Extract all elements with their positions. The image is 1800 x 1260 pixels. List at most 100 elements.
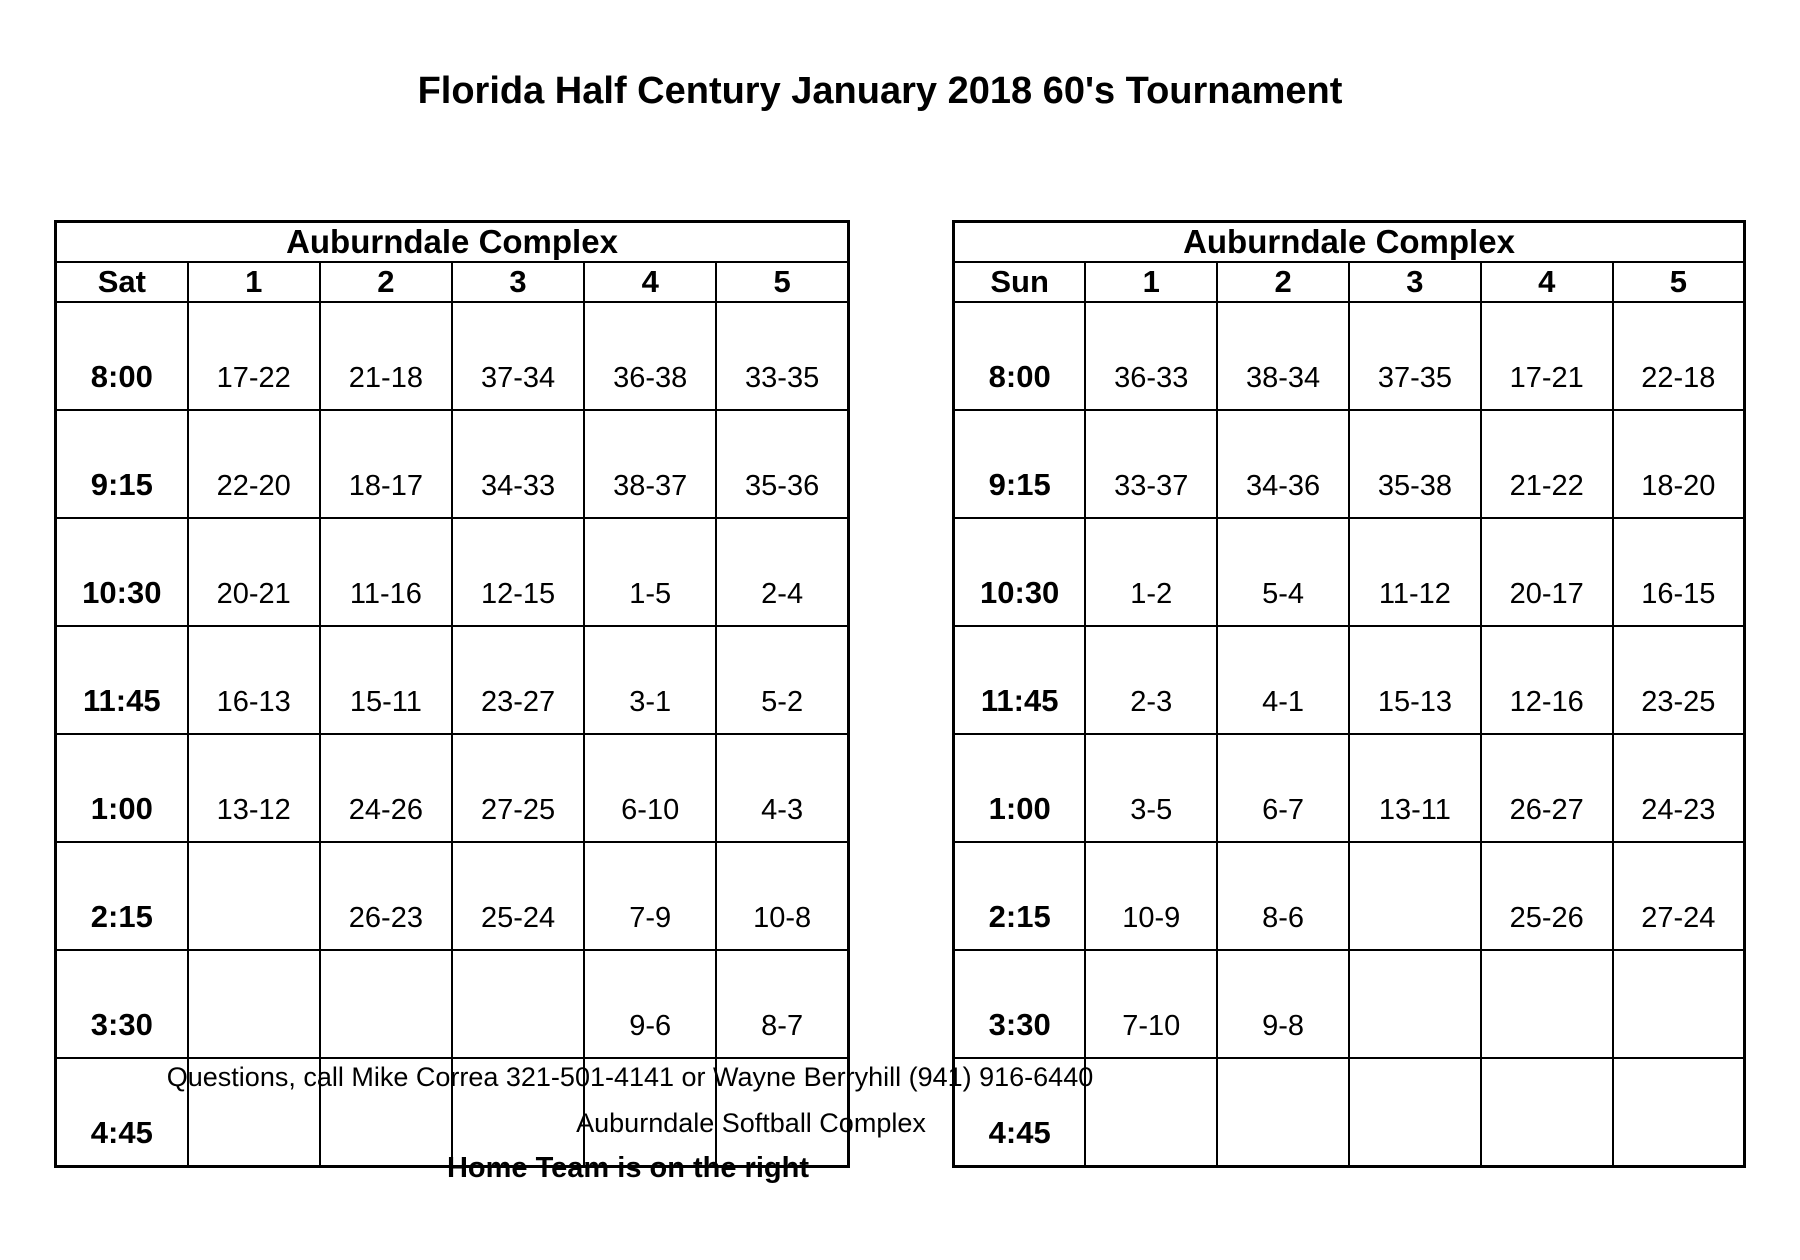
schedule-row: 10:30 20-21 11-16 12-15 1-5 2-4 (54, 517, 850, 627)
matchup-cell (1347, 1057, 1482, 1168)
sunday-schedule-table: Auburndale Complex Sun 1 2 3 4 5 8:00 36-… (952, 220, 1746, 1168)
matchup-cell (186, 1057, 321, 1168)
matchup-cell: 38-37 (583, 409, 718, 519)
matchup-cell: 6-7 (1216, 733, 1350, 843)
time-label: 8:00 (54, 301, 189, 411)
matchup-cell: 24-23 (1611, 733, 1746, 843)
matchup-cell: 33-35 (715, 301, 850, 411)
matchup-cell: 7-9 (583, 841, 718, 951)
field-header-2: 2 (1216, 261, 1350, 303)
matchup-cell: 4-1 (1216, 625, 1350, 735)
schedule-row: 8:00 17-22 21-18 37-34 36-38 33-35 (54, 301, 850, 411)
matchup-cell: 23-25 (1611, 625, 1746, 735)
matchup-cell: 25-26 (1479, 841, 1614, 951)
time-label: 1:00 (54, 733, 189, 843)
matchup-cell: 13-11 (1347, 733, 1482, 843)
matchup-cell: 12-15 (450, 517, 586, 627)
matchup-cell (1084, 1057, 1219, 1168)
field-header-2: 2 (318, 261, 453, 303)
matchup-cell: 21-18 (318, 301, 453, 411)
matchup-cell: 2-3 (1084, 625, 1219, 735)
time-label: 4:45 (952, 1057, 1087, 1168)
day-header: Sun (952, 261, 1087, 303)
schedule-row: 9:15 22-20 18-17 34-33 38-37 35-36 (54, 409, 850, 519)
complex-header-row: Auburndale Complex (952, 220, 1746, 263)
day-header: Sat (54, 261, 189, 303)
schedule-row: 3:30 7-10 9-8 (952, 949, 1746, 1059)
matchup-cell: 37-35 (1347, 301, 1482, 411)
matchup-cell: 22-20 (186, 409, 321, 519)
matchup-cell (318, 1057, 453, 1168)
matchup-cell (583, 1057, 718, 1168)
matchup-cell (318, 949, 453, 1059)
matchup-cell: 22-18 (1611, 301, 1746, 411)
field-header-1: 1 (1084, 261, 1219, 303)
contact-info: Questions, call Mike Correa 321-501-4141… (166, 1062, 1094, 1092)
field-header-4: 4 (583, 261, 718, 303)
matchup-cell (186, 949, 321, 1059)
matchup-cell: 34-36 (1216, 409, 1350, 519)
schedule-row: 11:45 2-3 4-1 15-13 12-16 23-25 (952, 625, 1746, 735)
column-header-row: Sat 1 2 3 4 5 (54, 261, 850, 303)
page-title: Florida Half Century January 2018 60's T… (417, 70, 1343, 112)
matchup-cell: 13-12 (186, 733, 321, 843)
matchup-cell (1611, 949, 1746, 1059)
matchup-cell: 20-21 (186, 517, 321, 627)
matchup-cell: 4-3 (715, 733, 850, 843)
time-label: 9:15 (54, 409, 189, 519)
field-header-4: 4 (1479, 261, 1614, 303)
home-team-note: Home Team is on the right (446, 1152, 809, 1184)
time-label: 9:15 (952, 409, 1087, 519)
schedule-row: 8:00 36-33 38-34 37-35 17-21 22-18 (952, 301, 1746, 411)
matchup-cell (186, 841, 321, 951)
matchup-cell: 3-1 (583, 625, 718, 735)
matchup-cell: 34-33 (450, 409, 586, 519)
matchup-cell: 21-22 (1479, 409, 1614, 519)
venue-name: Auburndale Softball Complex (576, 1108, 926, 1138)
matchup-cell: 5-2 (715, 625, 850, 735)
complex-header: Auburndale Complex (54, 220, 850, 263)
schedule-row: 1:00 13-12 24-26 27-25 6-10 4-3 (54, 733, 850, 843)
matchup-cell: 10-8 (715, 841, 850, 951)
matchup-cell: 16-13 (186, 625, 321, 735)
schedule-row: 3:30 9-6 8-7 (54, 949, 850, 1059)
matchup-cell: 35-38 (1347, 409, 1482, 519)
matchup-cell: 1-2 (1084, 517, 1219, 627)
matchup-cell: 9-8 (1216, 949, 1350, 1059)
matchup-cell: 12-16 (1479, 625, 1614, 735)
matchup-cell (1611, 1057, 1746, 1168)
field-header-3: 3 (450, 261, 586, 303)
time-label: 3:30 (54, 949, 189, 1059)
column-header-row: Sun 1 2 3 4 5 (952, 261, 1746, 303)
sunday-schedule: Auburndale Complex Sun 1 2 3 4 5 8:00 36-… (952, 220, 1746, 1168)
matchup-cell: 26-27 (1479, 733, 1614, 843)
matchup-cell: 24-26 (318, 733, 453, 843)
schedule-row: 2:15 26-23 25-24 7-9 10-8 (54, 841, 850, 951)
saturday-schedule: Auburndale Complex Sat 1 2 3 4 5 8:00 17-… (54, 220, 850, 1168)
schedule-row: 11:45 16-13 15-11 23-27 3-1 5-2 (54, 625, 850, 735)
matchup-cell: 37-34 (450, 301, 586, 411)
matchup-cell: 33-37 (1084, 409, 1219, 519)
saturday-schedule-body: 8:00 17-22 21-18 37-34 36-38 33-35 9:15 22-20 18… (54, 301, 850, 1168)
schedule-row: 10:30 1-2 5-4 11-12 20-17 16-15 (952, 517, 1746, 627)
matchup-cell (715, 1057, 850, 1168)
matchup-cell: 18-17 (318, 409, 453, 519)
matchup-cell: 35-36 (715, 409, 850, 519)
matchup-cell: 16-15 (1611, 517, 1746, 627)
time-label: 11:45 (54, 625, 189, 735)
matchup-cell (1347, 841, 1482, 951)
matchup-cell (450, 1057, 586, 1168)
schedule-row: 4:45 (54, 1057, 850, 1168)
time-label: 11:45 (952, 625, 1087, 735)
complex-header: Auburndale Complex (952, 220, 1746, 263)
matchup-cell: 8-7 (715, 949, 850, 1059)
matchup-cell (450, 949, 586, 1059)
matchup-cell: 6-10 (583, 733, 718, 843)
matchup-cell: 17-22 (186, 301, 321, 411)
matchup-cell: 23-27 (450, 625, 586, 735)
matchup-cell (1479, 949, 1614, 1059)
matchup-cell: 15-13 (1347, 625, 1482, 735)
matchup-cell: 5-4 (1216, 517, 1350, 627)
matchup-cell: 3-5 (1084, 733, 1219, 843)
